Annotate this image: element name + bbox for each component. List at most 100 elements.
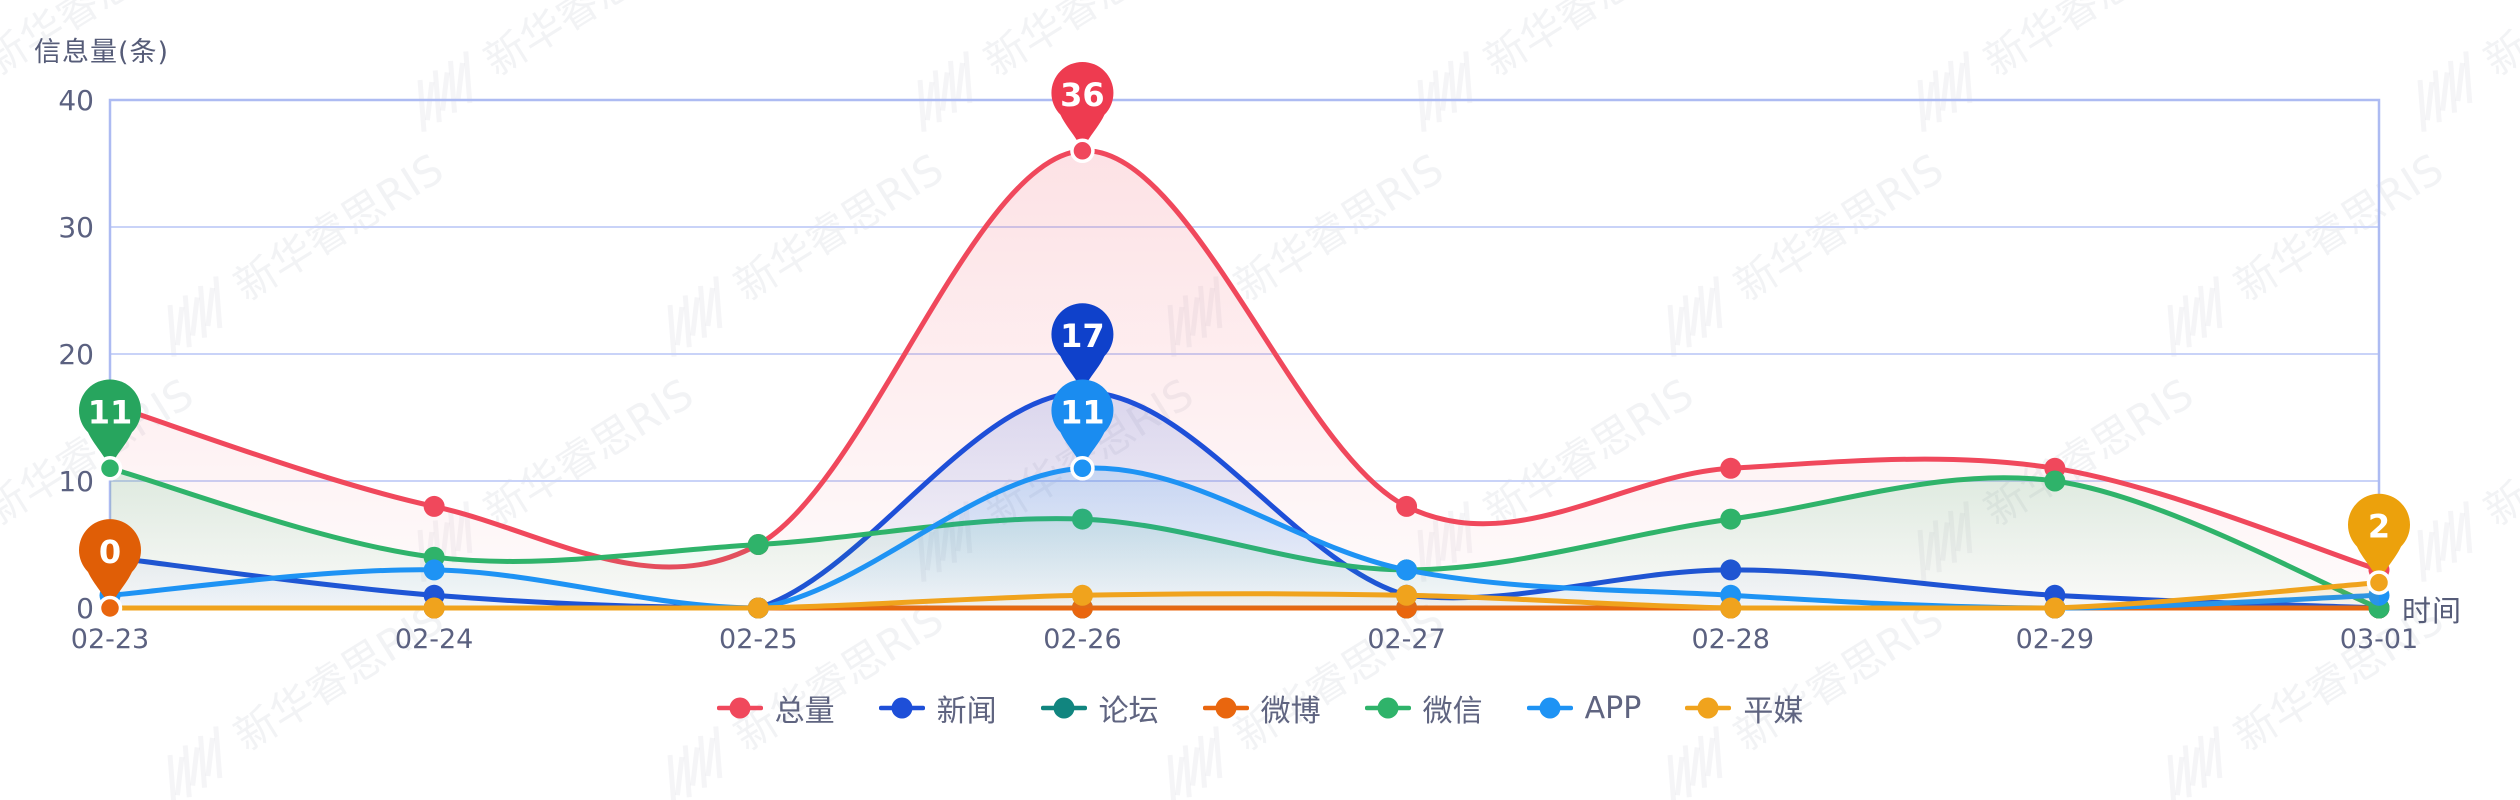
callout-value: 11 [88,393,133,431]
watermark-logo-stripe [2424,81,2435,121]
data-point-marker[interactable] [747,597,769,619]
legend-item-新闻[interactable]: 新闻 [878,686,997,730]
callout-pin-shape [79,519,141,608]
legend-marker-icon [1526,697,1573,719]
watermark-logo-stripe [213,726,223,779]
legend-marker-dot [729,697,751,719]
watermark-logo-stripe [1713,726,1723,779]
watermark-logo-stripe [205,737,215,777]
legend-item-论坛[interactable]: 论坛 [1040,686,1159,730]
watermark-logo-stripe [1417,79,1427,132]
data-point-marker[interactable] [423,597,445,619]
watermark-logo-stripe [2174,756,2185,796]
watermark-logo-stripe [932,70,942,123]
watermark: 新华睿思RIS [917,0,1202,132]
series-area [110,150,2379,608]
watermark-logo-stripe [1463,51,1473,104]
legend-label: 总量 [774,694,835,729]
watermark-logo-stripe [2213,726,2223,779]
data-point-marker[interactable] [1396,584,1418,606]
watermark-logo-stripe [198,735,208,788]
watermark-logo-stripe [705,287,715,327]
watermark-text: 新华睿思RIS [2475,369,2520,536]
callout-value: 2 [2368,508,2390,546]
data-point-marker[interactable] [1720,457,1742,479]
watermark-logo-stripe [1667,754,1677,800]
callout-point [1070,138,1095,164]
x-axis-category-label: 03-01 [2340,624,2418,655]
watermark-logo-stripe [940,72,950,111]
data-point-marker[interactable] [2044,470,2066,492]
callout-pin-shape [1051,379,1114,469]
watermark-logo-stripe [1440,72,1450,111]
data-point-marker[interactable] [1720,508,1742,530]
watermark-logo-stripe [1182,745,1192,798]
series-area [110,468,2379,608]
watermark-logo-stripe [1932,70,1942,123]
watermark-logo-stripe [1940,72,1950,111]
data-point-marker[interactable] [1396,495,1418,517]
watermark: 新华睿思RIS [1917,0,2202,132]
x-axis-category-label: 02-26 [1043,624,1121,655]
watermark-logo-stripe [2463,51,2473,104]
watermark-logo-stripe [674,306,685,346]
watermark: 新华睿思RIS [667,144,952,357]
callout-pin: 0 [79,519,141,621]
watermark-logo-stripe [948,60,958,113]
x-axis-category-label: 02-23 [71,624,149,655]
legend-item-APP[interactable]: APP [1526,691,1641,726]
watermark: 新华睿思RIS [417,0,702,132]
legend-item-微博[interactable]: 微博 [1202,686,1321,730]
watermark-logo-stripe [690,297,700,336]
callout-value: 0 [99,533,121,571]
watermark-logo-stripe [2440,72,2450,111]
callout-value: 11 [1060,393,1105,431]
watermark-logo-stripe [1205,737,1215,777]
watermark-logo-stripe [213,276,223,329]
watermark-logo-stripe [1917,79,1927,132]
x-axis-title: 时间 [2402,594,2463,628]
watermark-logo-stripe [440,72,450,111]
data-point-marker[interactable] [1396,559,1418,581]
callout-value: 17 [1060,317,1105,355]
watermark-logo-stripe [690,747,700,786]
x-axis-category-label: 02-24 [395,624,473,655]
callout-pin-shape [2348,493,2410,583]
watermark-logo-stripe [2455,512,2465,552]
data-point-marker[interactable] [1071,584,1093,606]
watermark-logo-stripe [698,285,708,338]
legend-marker-dot [891,697,913,719]
watermark-logo-stripe [1682,745,1692,798]
watermark-text: 新华睿思RIS [1725,594,1951,761]
watermark-logo-stripe [2167,754,2177,800]
watermark-logo-stripe [1448,60,1458,113]
watermark-logo-stripe [2174,306,2185,346]
watermark: 新华睿思RIS [2167,144,2452,357]
watermark-logo-stripe [2432,520,2442,573]
watermark-logo-stripe [1674,306,1685,346]
callout-pin-shape [1051,61,1114,151]
legend-item-微信[interactable]: 微信 [1364,686,1483,730]
watermark-logo-stripe [674,756,685,796]
legend-item-总量[interactable]: 总量 [716,686,835,730]
data-point-marker[interactable] [1720,597,1742,619]
series-line [107,580,2382,611]
watermark-logo-stripe [432,70,442,123]
watermark-text: 新华睿思RIS [1225,594,1451,761]
legend-marker-icon [1202,697,1249,719]
watermark-text: 新华睿思RIS [1475,0,1701,86]
legend: 总量 新闻 论坛 微博 微信 APP 平媒 [0,686,2520,730]
legend-item-平媒[interactable]: 平媒 [1685,686,1803,730]
watermark-text: 新华睿思RIS [475,369,701,536]
data-point-marker[interactable] [2044,597,2066,619]
watermark-logo-stripe [2417,529,2427,582]
legend-marker-icon [878,697,925,719]
data-point-marker[interactable] [423,495,445,517]
watermark-text: 新华睿思RIS [725,594,951,761]
watermark-text: 新华睿思RIS [225,594,451,761]
watermark-logo-stripe [963,51,973,104]
legend-marker-icon [716,697,763,719]
data-point-marker[interactable] [747,534,769,555]
data-point-marker[interactable] [423,559,445,581]
